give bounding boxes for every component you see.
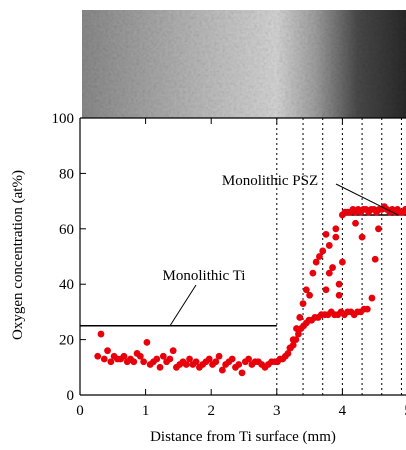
data-point: [295, 330, 302, 338]
data-point: [375, 225, 382, 233]
x-tick-label: 0: [76, 403, 84, 419]
data-point: [182, 361, 190, 368]
data-point: [166, 355, 174, 363]
data-point: [205, 355, 213, 363]
data-point: [319, 247, 327, 255]
y-tick-label: 80: [59, 166, 74, 182]
data-point: [322, 230, 330, 238]
leader-line: [335, 183, 399, 216]
data-point: [325, 269, 333, 277]
data-point: [153, 355, 161, 363]
data-point: [312, 258, 320, 266]
data-point: [94, 352, 102, 360]
data-point: [322, 286, 330, 294]
data-point: [212, 358, 220, 366]
data-point: [235, 361, 243, 368]
leader-line: [169, 284, 197, 327]
data-point: [332, 233, 340, 241]
data-point: [299, 300, 307, 307]
data-point: [100, 355, 108, 363]
data-point: [401, 206, 406, 213]
data-point: [238, 369, 246, 377]
data-point: [159, 352, 167, 360]
y-tick-label: 100: [52, 111, 75, 127]
data-point: [371, 255, 379, 263]
x-tick-label: 4: [339, 403, 347, 419]
annotation: Monolithic Ti: [163, 268, 246, 284]
x-tick-label: 3: [273, 403, 281, 419]
data-point: [325, 242, 333, 249]
data-point: [286, 344, 294, 352]
data-point: [228, 355, 236, 363]
y-tick-label: 20: [59, 333, 74, 349]
data-point: [335, 280, 343, 288]
data-point: [339, 258, 346, 266]
data-point: [192, 358, 200, 366]
data-point: [215, 352, 223, 360]
data-point: [335, 291, 343, 299]
y-tick-label: 0: [67, 388, 75, 404]
data-point: [218, 366, 226, 374]
data-point: [130, 358, 138, 366]
data-point: [306, 291, 313, 299]
micrograph: [82, 10, 406, 118]
data-point: [120, 352, 128, 360]
data-point: [363, 305, 371, 313]
data-point: [156, 363, 164, 371]
x-axis-label: Distance from Ti surface (mm): [150, 429, 336, 445]
data-point: [302, 286, 310, 294]
annotation: Monolithic PSZ: [222, 173, 318, 189]
x-tick-label: 2: [207, 403, 215, 419]
y-axis-label: Oxygen concentration (at%): [10, 170, 26, 340]
x-tick-label: 1: [142, 403, 150, 419]
data-point: [368, 294, 376, 302]
data-point: [169, 347, 177, 355]
data-point: [97, 330, 105, 338]
data-point: [296, 314, 304, 321]
data-point: [136, 352, 144, 360]
y-tick-label: 60: [59, 222, 74, 238]
data-point: [309, 269, 317, 277]
data-point: [329, 264, 336, 271]
data-point: [104, 347, 111, 355]
data-point: [293, 325, 300, 332]
data-point: [352, 219, 359, 227]
data-point: [332, 225, 340, 233]
data-point: [358, 233, 366, 241]
data-point: [143, 338, 151, 346]
data-point: [186, 355, 193, 363]
data-point: [284, 350, 292, 357]
data-point: [140, 358, 148, 366]
x-tick-label: 5: [404, 403, 406, 419]
data-point: [316, 253, 323, 260]
data-point: [107, 358, 115, 366]
y-tick-label: 40: [59, 277, 74, 293]
data-point: [289, 336, 297, 343]
data-point: [245, 355, 252, 363]
